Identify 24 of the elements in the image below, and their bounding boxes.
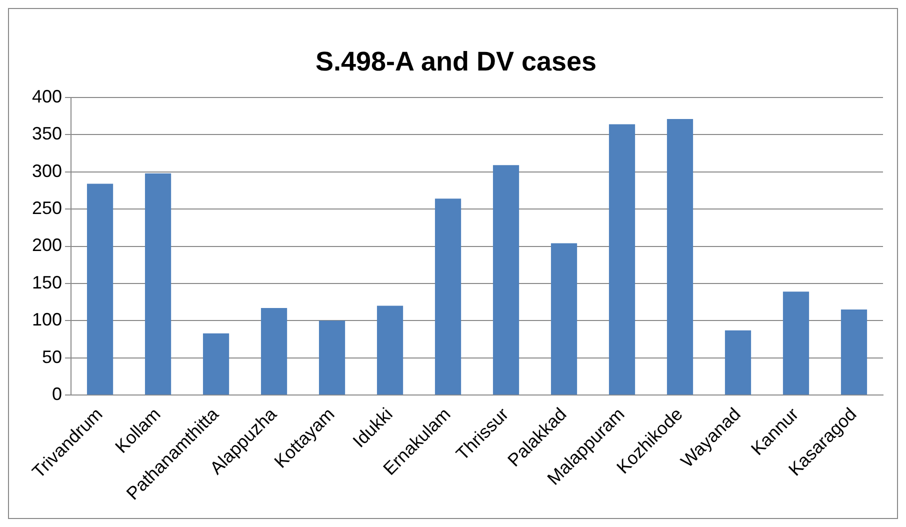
bar <box>260 308 288 395</box>
y-tick-label: 0 <box>52 384 62 404</box>
bar <box>782 292 810 395</box>
y-tick-label: 400 <box>32 86 62 106</box>
chart-title: S.498-A and DV cases <box>315 46 597 77</box>
y-tick-label: 350 <box>32 124 62 144</box>
bar <box>318 320 346 395</box>
bar <box>434 198 462 395</box>
y-tick-label: 250 <box>32 198 62 218</box>
bar <box>86 184 114 395</box>
bar <box>840 310 868 395</box>
bar <box>492 165 520 395</box>
bar <box>608 124 636 395</box>
y-tick-label: 100 <box>32 310 62 330</box>
bar <box>144 173 172 395</box>
bar <box>666 118 694 395</box>
y-tick-label: 200 <box>32 235 62 256</box>
y-tick-label: 300 <box>32 160 62 181</box>
bar <box>376 306 404 395</box>
y-tick-label: 50 <box>42 346 62 367</box>
bar <box>550 243 578 395</box>
y-tick-label: 150 <box>32 272 62 292</box>
bar <box>202 333 230 395</box>
bar <box>724 330 752 395</box>
